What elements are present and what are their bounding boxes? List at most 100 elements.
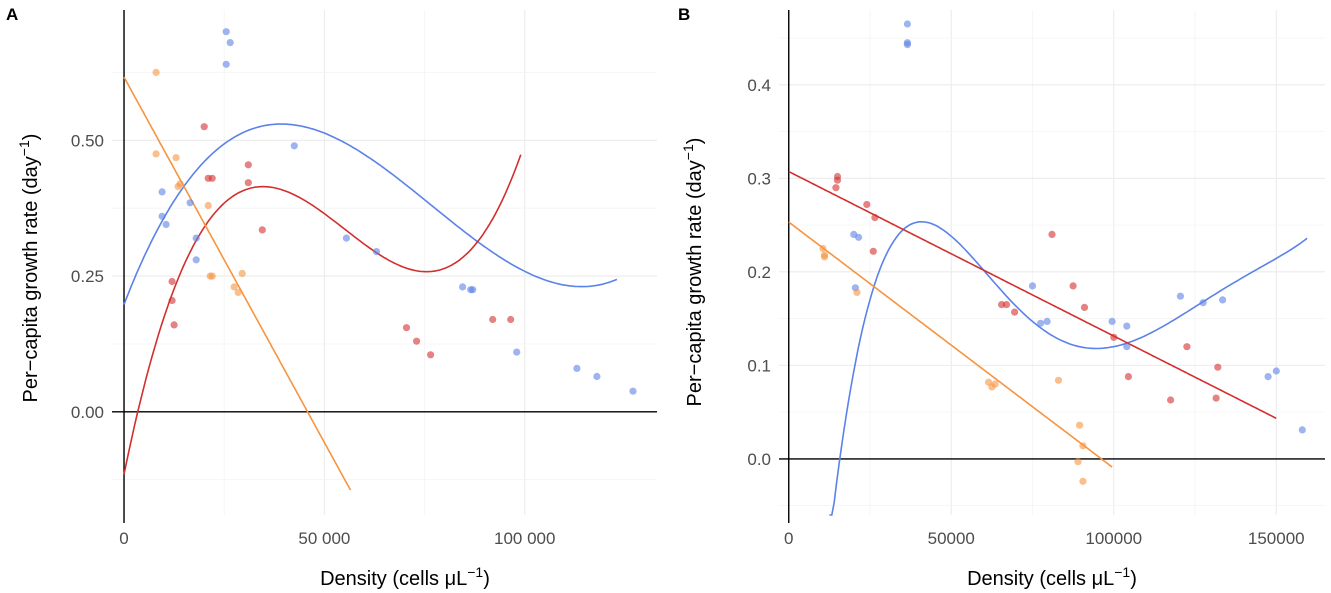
panel-b-fit-curves [788,170,1308,516]
panel-a-series-1-point [593,372,601,381]
panel-b-series-1-point [855,233,863,241]
panel-a-y-tick-label: 0.25 [71,267,104,286]
panel-a-series-2-fit-line [123,154,522,475]
panel-b-points [819,20,1306,485]
panel-b-tick-labels: 0 50000 100000 150000 0.0 0.1 0.2 0.3 0.4 [747,76,1304,548]
panel-a-series-2-point [244,179,252,187]
panel-b-series-1-point [1123,343,1131,351]
panel-a-series-2-point [427,351,435,359]
panel-a-series-2-point [208,174,216,182]
panel-a-series-1-point [290,142,298,150]
panel-b-series-2-point [1011,308,1019,316]
panel-b-series-2-point [1069,282,1077,290]
panel-a-series-1-point [222,60,230,68]
panel-b-y-tick-label: 0.2 [747,263,771,282]
panel-b-series-1-point [1043,317,1051,325]
panel-b-series-2-point [1110,333,1118,341]
panel-a-series-1-point [192,256,200,264]
panel-a-series-1-point [158,188,166,196]
panel-b-series-2-fit-line [788,170,1277,420]
panel-a-series-2-point [168,277,176,286]
panel-a-series-3-fit-line [123,76,352,491]
panel-a-series-1-point [459,283,467,291]
panel-b-y-axis-title: Per−capita growth rate (day−1) [680,138,706,407]
panel-a-series-2-point [170,321,178,329]
panel-a-series-2-point [168,296,176,305]
panel-b-y-tick-label: 0.3 [747,169,771,188]
panel-b-label: B [678,5,690,24]
panel-a-series-1-point [186,199,194,207]
panel-b-series-2-point [871,214,879,222]
panel-b-x-tick-label: 50000 [928,529,975,548]
panel-b-series-2-point [863,200,871,209]
panel-b-series-3-point [1054,376,1063,384]
panel-a-y-axis-title: Per−capita growth rate (day−1) [16,134,42,403]
panel-a: A 0 50 000 100 000 0.00 0.25 0.50 Density (ce… [6,5,657,590]
panel-a-y-tick-label: 0.50 [71,131,104,150]
panel-a-series-1-point [226,39,234,47]
panel-a-series-1-point [372,248,381,256]
panel-b-series-1-point [903,20,912,28]
panel-b-series-1-point [1037,319,1045,327]
panel-b-series-1-point [1264,373,1272,381]
panel-b-series-2-point [1124,373,1132,381]
panel-a-series-1-point [513,348,521,356]
panel-a-series-3-point [204,201,212,210]
panel-b-series-2-point [1080,303,1089,311]
panel-b-series-2-point [1048,230,1056,238]
panel-b-series-1-fit-line [829,221,1308,516]
panel-b-y-tick-label: 0.4 [747,76,771,95]
panel-b-series-1-point [1176,292,1184,300]
panel-a-x-tick-label: 0 [119,529,128,548]
panel-a-series-1-point [222,28,230,36]
panel-b-series-3-point [1074,458,1082,466]
panel-b-series-3-point [1076,421,1084,429]
panel-b-y-tick-label: 0.0 [747,450,771,469]
panel-a-series-1-point [573,364,581,372]
panel-b-series-1-point [1272,367,1280,375]
panel-b-series-2-point [1183,343,1191,351]
panel-b-series-3-point [1079,442,1087,450]
panel-a-y-tick-label: 0.00 [71,403,104,422]
panel-b-series-1-point [1028,282,1037,290]
panel-a-points [152,28,637,395]
panel-b-series-2-point [1214,363,1222,371]
panel-a-x-axis-title: Density (cells μL−1) [320,564,490,590]
panel-b-grid [779,10,1325,515]
panel-b-series-1-point [1123,322,1131,330]
panel-b-series-3-point [820,253,829,261]
panel-b-series-3-point [853,288,861,296]
panel-a-series-1-fit-line [123,123,618,305]
panel-a-series-2-point [402,324,411,332]
panel-a-grid [112,10,657,515]
panel-a-fit-curves [123,76,618,491]
panel-b-series-2-point [1212,394,1220,402]
panel-a-series-3-point [152,68,160,76]
panel-a-tick-labels: 0 50 000 100 000 0.00 0.25 0.50 [71,131,556,548]
panel-b-reference-lines [779,10,1325,523]
panel-a-series-1-point [158,212,166,220]
panel-a-series-3-point [208,272,216,280]
panel-a-series-3-point [238,269,246,277]
panel-a-series-1-point [192,234,200,242]
panel-a-series-2-point [244,161,252,169]
panel-a-label: A [6,5,18,24]
panel-a-series-1-point [469,286,477,294]
panel-b-series-1-point [1298,426,1306,434]
panel-a-series-3-point [172,154,180,162]
panel-b-series-2-point [869,247,877,255]
panel-b: B 0 50000 100000 150000 0.0 0.1 0.2 0.3 0.4 Dens… [678,5,1325,590]
panel-b-series-1-point [1199,299,1207,307]
panel-a-series-3-point [152,150,160,158]
panel-a-series-2-point [507,315,515,324]
panel-b-y-tick-label: 0.1 [747,356,771,375]
panel-b-series-2-point [1167,396,1175,404]
panel-a-series-2-point [200,123,208,131]
panel-b-series-1-point [1219,296,1227,304]
panel-b-series-3-fit-line [788,221,1113,468]
panel-b-x-tick-label: 100000 [1085,529,1142,548]
panel-a-series-3-point [230,283,238,291]
panel-a-series-2-point [258,226,266,234]
panel-b-series-2-point [832,184,840,192]
